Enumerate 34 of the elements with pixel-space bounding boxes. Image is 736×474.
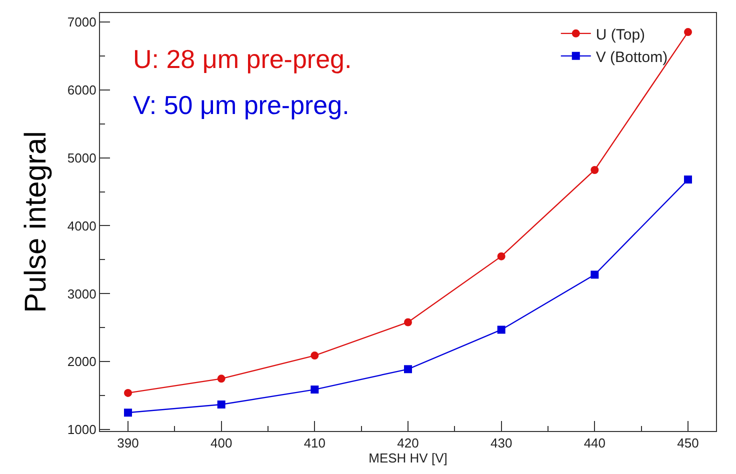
y-tick-label: 2000 bbox=[67, 354, 96, 370]
point bbox=[310, 352, 319, 360]
x-tick-label: 440 bbox=[584, 436, 606, 451]
x-tick-label: 400 bbox=[210, 436, 232, 451]
point bbox=[217, 400, 226, 408]
point bbox=[404, 318, 412, 326]
point bbox=[124, 408, 132, 417]
y-tick-label: 5000 bbox=[67, 150, 96, 166]
x-tick-label: 430 bbox=[490, 436, 512, 451]
x-tick-label: 410 bbox=[304, 436, 326, 451]
x-axis-title: MESH HV [V] bbox=[368, 450, 448, 466]
legend-label: V (Bottom) bbox=[596, 48, 668, 66]
point bbox=[497, 326, 506, 334]
point bbox=[497, 252, 506, 260]
point bbox=[310, 386, 319, 394]
point bbox=[217, 374, 226, 383]
point bbox=[590, 166, 599, 174]
x-tick-label: 390 bbox=[117, 436, 139, 451]
point bbox=[124, 388, 132, 397]
point bbox=[590, 270, 599, 279]
point bbox=[684, 28, 692, 36]
point bbox=[684, 176, 692, 184]
y-tick-label: 1000 bbox=[67, 422, 96, 438]
y-tick-label: 6000 bbox=[67, 82, 96, 98]
point bbox=[404, 365, 412, 374]
annotation: U: 28 μm pre-preg. bbox=[133, 44, 352, 74]
y-tick-label: 7000 bbox=[67, 14, 96, 30]
y-tick-label: 3000 bbox=[67, 286, 96, 302]
legend-label: U (Top) bbox=[596, 26, 646, 44]
x-tick-label: 420 bbox=[397, 436, 419, 451]
annotation: V: 50 μm pre-preg. bbox=[133, 90, 350, 120]
y-axis-title: Pulse integral bbox=[19, 131, 52, 313]
y-tick-label: 4000 bbox=[67, 218, 96, 234]
x-tick-label: 450 bbox=[677, 436, 699, 451]
